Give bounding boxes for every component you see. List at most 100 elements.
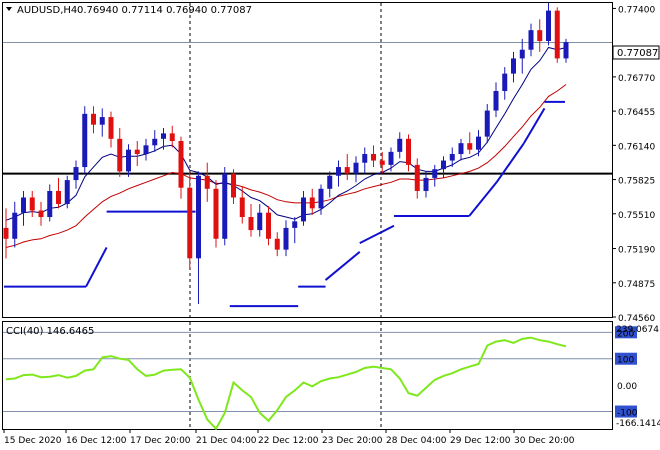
cci-pane[interactable] <box>2 321 613 430</box>
trailing-stop-line <box>468 181 498 217</box>
cci-indicator: 200 100 0.00 -100 <box>3 326 638 431</box>
price-tick-label: 0.75825 <box>618 177 655 187</box>
candle-body <box>511 58 516 74</box>
indicator-overlays <box>4 46 567 308</box>
candle-body <box>546 10 551 42</box>
price-tick-label: 0.76455 <box>618 108 655 118</box>
time-tick-label: 23 Dec 20:00 <box>322 436 383 446</box>
candle-body <box>528 30 534 50</box>
symbol-label: AUDUSD,H4 <box>17 5 77 16</box>
time-axis[interactable]: 15 Dec 2020 16 Dec 12:00 17 Dec 20:00 21 De… <box>3 429 575 446</box>
grid-lines <box>3 3 612 429</box>
time-tick-label: 15 Dec 2020 <box>4 436 62 446</box>
candle-body <box>117 138 123 172</box>
candle-body <box>239 197 245 218</box>
time-tick-label: 17 Dec 20:00 <box>130 436 191 446</box>
trailing-stop-line <box>85 246 108 288</box>
candle-body <box>318 188 324 209</box>
candle-body <box>432 169 438 178</box>
candle-body <box>484 110 490 137</box>
candle-body <box>301 197 306 222</box>
candle-body <box>64 180 70 205</box>
current-price-label: 0.77087 <box>617 48 658 59</box>
candle-body <box>519 49 525 59</box>
time-tick-label: 16 Dec 12:00 <box>66 436 127 446</box>
candle-body <box>388 151 394 165</box>
candle-body <box>493 91 499 111</box>
candle-body <box>196 175 201 259</box>
candle-body <box>274 238 280 250</box>
candle-body <box>371 154 376 161</box>
price-axis[interactable]: 0.77400 0.76770 0.76455 0.76140 0.75825 0.755… <box>612 5 655 324</box>
candle-body <box>152 138 158 146</box>
cci-axis-top: 239.0674 <box>616 325 659 335</box>
candle-body <box>563 42 569 59</box>
candle-body <box>169 133 175 141</box>
candle-body <box>56 190 61 205</box>
time-tick-label: 22 Dec 12:00 <box>258 436 319 446</box>
candle-body <box>309 197 315 209</box>
candle-body <box>38 210 44 218</box>
price-tick-label: 0.77400 <box>618 5 655 15</box>
ohlc-readout: 0.76940 0.77114 0.76940 0.77087 <box>77 5 252 16</box>
candle-body <box>397 138 403 152</box>
candle-body <box>47 190 53 218</box>
candles <box>3 3 569 304</box>
trailing-stop-line <box>359 224 395 245</box>
slow-moving-average-line <box>5 84 567 248</box>
candle-body <box>257 212 263 231</box>
trailing-stop-line <box>495 142 525 183</box>
cci-level-label: 200 <box>617 329 634 339</box>
cci-line <box>5 336 567 431</box>
time-tick-label: 29 Dec 12:00 <box>450 436 511 446</box>
candle-body <box>406 138 411 165</box>
cci-title: CCI(40) 146.6465 <box>6 326 94 337</box>
candle-body <box>126 149 131 172</box>
candle-body <box>414 164 420 191</box>
price-tick-label: 0.75510 <box>618 211 655 221</box>
time-tick-label: 21 Dec 04:00 <box>196 436 257 446</box>
candle-body <box>423 177 429 191</box>
candle-body <box>29 197 35 211</box>
candle-body <box>187 187 193 259</box>
candle-body <box>327 175 333 189</box>
main-pane[interactable] <box>2 2 613 318</box>
time-tick-label: 30 Dec 20:00 <box>514 436 575 446</box>
cci-level-box <box>615 326 637 339</box>
trailing-stop-line <box>523 107 546 144</box>
cci-level-box <box>615 405 637 418</box>
cci-level-box <box>615 352 637 365</box>
candle-body <box>91 113 96 125</box>
trailing-stop-line <box>324 251 361 281</box>
candle-body <box>161 133 166 139</box>
price-tick-label: 0.76140 <box>618 142 655 152</box>
candle-body <box>554 10 560 59</box>
candle-body <box>108 117 114 139</box>
price-tick-label: 0.74560 <box>618 314 655 324</box>
candle-body <box>344 167 350 174</box>
candle-body <box>502 73 508 92</box>
candle-body <box>362 154 368 163</box>
current-price-badge <box>612 45 660 60</box>
candle-body <box>353 162 359 174</box>
candle-body <box>82 113 88 168</box>
chevron-down-icon[interactable] <box>6 7 12 11</box>
candle-body <box>266 212 271 239</box>
candle-body <box>204 175 210 189</box>
candle-body <box>537 30 543 42</box>
candle-body <box>449 154 455 161</box>
price-tick-label: 0.75190 <box>618 246 655 256</box>
candle-body <box>336 167 341 176</box>
cci-level-label: -100 <box>617 409 638 419</box>
candle-body <box>73 167 79 181</box>
candle-body <box>231 173 236 198</box>
candle-body <box>248 217 254 231</box>
candle-body <box>134 149 140 155</box>
cci-axis-bottom: -166.1414 <box>616 419 660 429</box>
cci-level-label: 0.00 <box>617 382 637 392</box>
candle-body <box>476 136 481 150</box>
candle-body <box>99 117 105 125</box>
candle-body <box>213 188 219 239</box>
candle-body <box>283 227 289 250</box>
